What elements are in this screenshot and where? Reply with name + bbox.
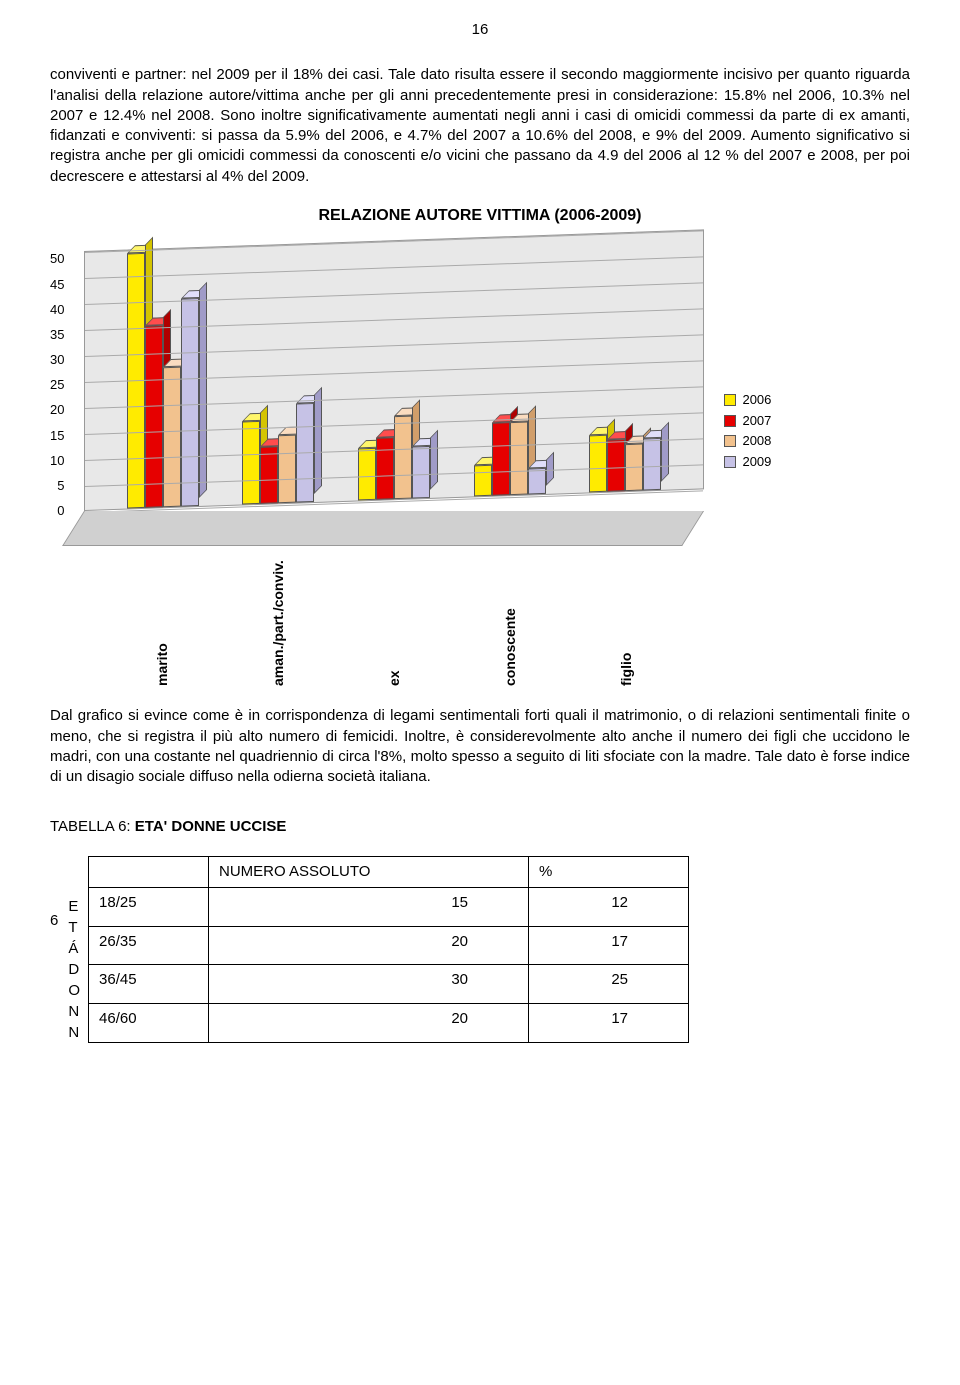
legend-swatch [724,456,736,468]
eta-range: 46/60 [89,1003,209,1042]
table-row-number: 6 [50,856,68,1043]
eta-table-wrap: 6 ETÁDONN NUMERO ASSOLUTO % 18/25151226/… [50,856,910,1043]
legend-label: 2008 [742,432,771,450]
eta-table: NUMERO ASSOLUTO % 18/25151226/35201736/4… [88,856,689,1043]
legend-item: 2007 [724,412,771,430]
legend-swatch [724,435,736,447]
legend-item: 2006 [724,391,771,409]
bar [261,446,279,504]
category-label: conoscente [501,566,520,686]
vert-char: N [68,1022,80,1043]
table-row: 36/453025 [89,965,689,1004]
legend-item: 2009 [724,453,771,471]
bar-group [474,421,546,496]
legend-label: 2009 [742,453,771,471]
paragraph-1: conviventi e partner: nel 2009 per il 18… [50,65,910,187]
category-label: figlio [617,566,636,686]
table-title-bold: ETA' DONNE UCCISE [135,818,287,835]
y-axis-labels: 50454035302520151050 [50,251,64,511]
category-labels: marito aman./part./conviv. ex conoscente fig… [84,546,704,686]
chart-container: 50454035302520151050 marito aman./part./c… [50,251,910,686]
vert-char: E [68,896,80,917]
bar [528,468,546,495]
eta-pct: 17 [529,1003,689,1042]
vert-char: Á [68,938,80,959]
eta-num: 30 [209,965,529,1004]
bar [510,422,528,495]
legend-item: 2008 [724,432,771,450]
category-label: ex [385,566,404,686]
chart-floor [63,511,705,546]
bar [608,439,626,492]
chart-legend: 2006 2007 2008 2009 [724,251,771,470]
bar [279,435,297,503]
eta-range: 36/45 [89,965,209,1004]
bar [590,435,608,493]
eta-num: 20 [209,926,529,965]
table-6-title: TABELLA 6: ETA' DONNE UCCISE [50,817,910,837]
vert-char: N [68,1001,80,1022]
legend-swatch [724,394,736,406]
table-title-prefix: TABELLA 6: [50,818,135,835]
chart-3d [84,251,704,546]
eta-pct: 12 [529,887,689,926]
page-number: 16 [50,20,910,40]
header-empty [89,856,209,887]
bar [394,416,412,500]
table-header-row: NUMERO ASSOLUTO % [89,856,689,887]
header-numero: NUMERO ASSOLUTO [209,856,529,887]
bar [412,446,430,499]
bar [243,421,261,505]
chart-back-wall [84,230,704,512]
category-label: aman./part./conviv. [269,566,288,686]
bar [644,438,662,491]
legend-label: 2006 [742,391,771,409]
eta-pct: 17 [529,926,689,965]
bar [163,367,181,508]
chart-title: RELAZIONE AUTORE VITTIMA (2006-2009) [50,205,910,227]
vert-char: O [68,980,80,1001]
eta-range: 18/25 [89,887,209,926]
bar [376,437,394,500]
header-percent: % [529,856,689,887]
eta-num: 15 [209,887,529,926]
bar [474,465,492,497]
table-row: 18/251512 [89,887,689,926]
bar [358,448,376,501]
bar-group [358,415,430,501]
table-vertical-label: ETÁDONN [68,856,88,1043]
paragraph-2: Dal grafico si evince come è in corrispo… [50,706,910,787]
vert-char: D [68,959,80,980]
chart-plot: marito aman./part./conviv. ex conoscente fig… [84,251,704,686]
bar [492,423,510,496]
category-label: marito [153,566,172,686]
bar [181,298,199,507]
eta-pct: 25 [529,965,689,1004]
eta-range: 26/35 [89,926,209,965]
table-row: 26/352017 [89,926,689,965]
vert-char: T [68,917,80,938]
table-row: 46/602017 [89,1003,689,1042]
legend-swatch [724,415,736,427]
legend-label: 2007 [742,412,771,430]
eta-num: 20 [209,1003,529,1042]
